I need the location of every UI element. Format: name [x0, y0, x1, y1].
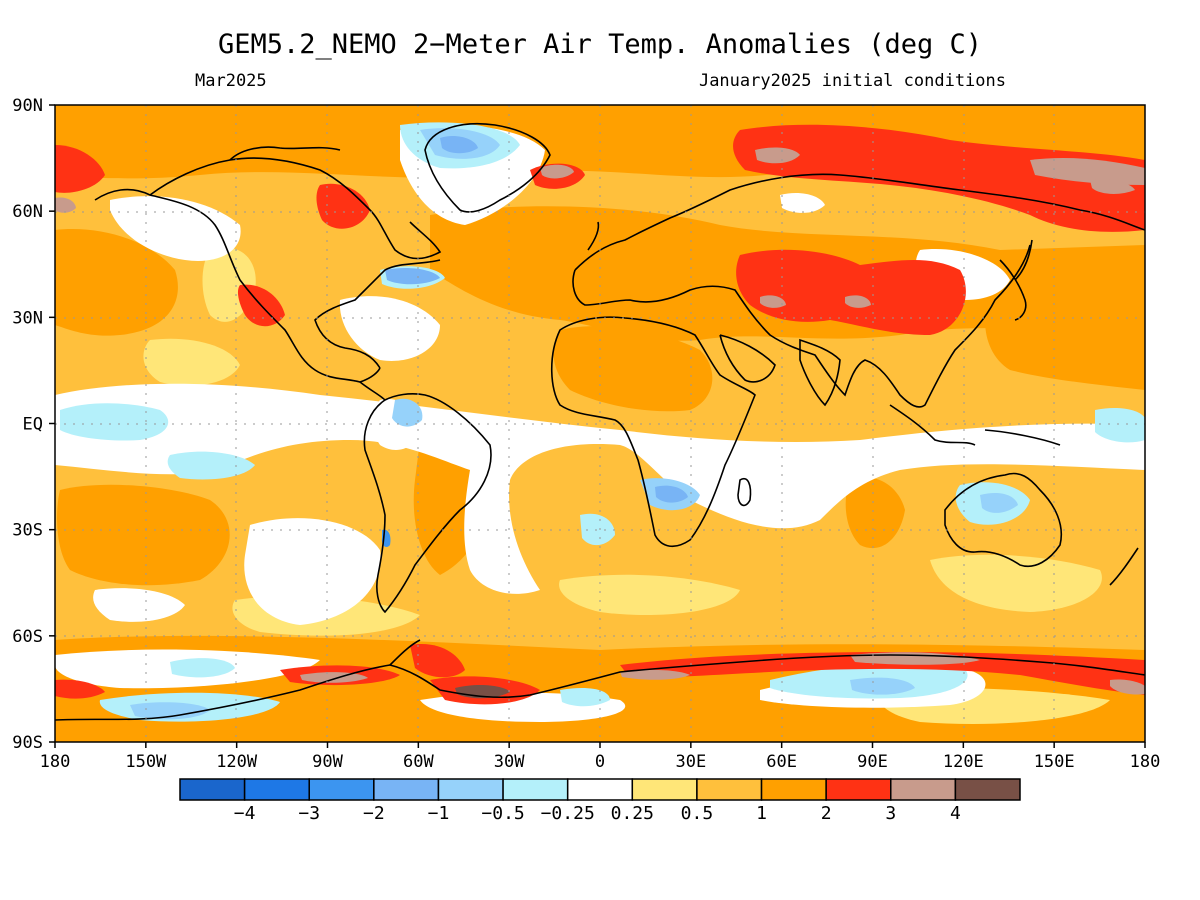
- colorbar-swatch: [308, 778, 375, 801]
- graticule: [55, 105, 1145, 742]
- initial-conditions-label: January2025 initial conditions: [699, 71, 1006, 91]
- colorbar-swatch: [825, 778, 892, 801]
- lat-tick-label: 30N: [12, 308, 43, 328]
- lat-tick-label: 30S: [12, 521, 43, 541]
- lon-tick-label: 0: [595, 752, 605, 772]
- colorbar-label: −2: [363, 803, 385, 824]
- map-title: GEM5.2_NEMO 2−Meter Air Temp. Anomalies …: [218, 29, 982, 60]
- lon-tick-label: 90W: [312, 752, 343, 772]
- colorbar-swatch: [373, 778, 440, 801]
- colorbar-label: −3: [298, 803, 320, 824]
- colorbar-swatch: [954, 778, 1021, 801]
- colorbar-swatch: [631, 778, 698, 801]
- lon-tick-label: 150E: [1034, 752, 1075, 772]
- colorbar-swatch: [179, 778, 246, 801]
- lon-tick-label: 60E: [766, 752, 797, 772]
- lon-tick-label: 30E: [675, 752, 706, 772]
- lon-tick-label: 150W: [125, 752, 167, 772]
- lat-tick-label: 60S: [12, 627, 43, 647]
- lon-tick-label: 120E: [943, 752, 984, 772]
- colorbar-label: 4: [950, 803, 961, 824]
- coastlines: [55, 122, 1145, 721]
- colorbar-swatch: [566, 778, 634, 801]
- forecast-month: Mar2025: [195, 71, 267, 91]
- lat-tick-label: 90N: [12, 96, 43, 116]
- lon-tick-label: 60W: [403, 752, 434, 772]
- longitude-axis: 180 150W 120W 90W 60W 30W 0 30E 60E 90E 120E 150E 18…: [40, 742, 1161, 772]
- latitude-axis: 90N 60N 30N EQ 30S 60S 90S: [12, 96, 55, 753]
- lat-tick-label: EQ: [23, 415, 43, 435]
- lon-tick-label: 180: [40, 752, 71, 772]
- lon-tick-label: 90E: [857, 752, 888, 772]
- lat-tick-label: 90S: [12, 733, 43, 753]
- lon-tick-label: 30W: [494, 752, 525, 772]
- colorbar-label: 2: [821, 803, 832, 824]
- lon-tick-label: 120W: [216, 752, 258, 772]
- colorbar-label: 3: [885, 803, 896, 824]
- colorbar-legend: −4 −3 −2 −1 −0.5 −0.25 0.25 0.5 1 2 3 4: [179, 778, 1021, 824]
- colorbar-swatch: [696, 778, 763, 801]
- colorbar-swatch: [243, 778, 310, 801]
- colorbar-label: 1: [756, 803, 767, 824]
- colorbar-label: −0.25: [541, 803, 595, 824]
- lon-tick-label: 180: [1130, 752, 1161, 772]
- colorbar-swatch: [760, 778, 827, 801]
- colorbar-label: −4: [234, 803, 256, 824]
- colorbar-swatch: [890, 778, 957, 801]
- colorbar-label: −1: [428, 803, 450, 824]
- anomaly-field: [55, 105, 1145, 742]
- colorbar-label: −0.5: [481, 803, 524, 824]
- colorbar-swatch: [437, 778, 504, 801]
- lat-tick-label: 60N: [12, 202, 43, 222]
- colorbar-label: 0.5: [681, 803, 714, 824]
- colorbar-label: 0.25: [611, 803, 654, 824]
- colorbar-swatch: [502, 778, 569, 801]
